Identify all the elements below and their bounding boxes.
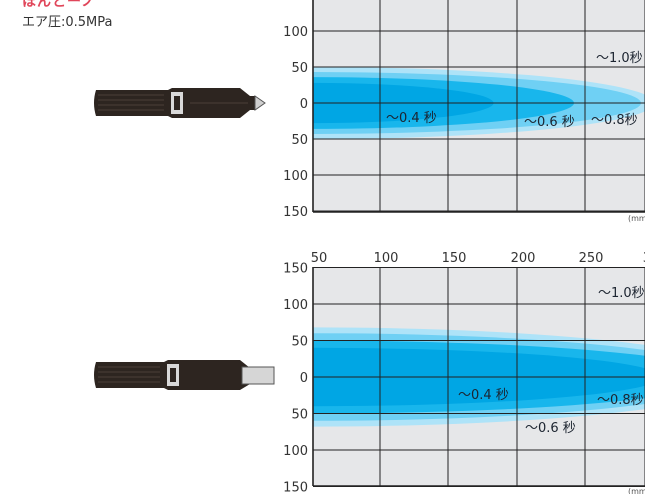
unit-label: (mm) — [628, 214, 645, 223]
y-tick-label: 150 — [283, 262, 308, 277]
x-tick-label: 30 — [643, 251, 645, 266]
y-tick-label: 50 — [291, 61, 308, 76]
y-tick-label: 100 — [283, 444, 308, 459]
zone-label: ～0.6 秒 — [524, 115, 575, 130]
unit-label: (mm — [628, 487, 645, 494]
y-tick-label: 50 — [291, 335, 308, 350]
air-pressure-label: エア圧:0.5MPa — [22, 15, 113, 30]
x-tick-label: 150 — [442, 251, 467, 266]
y-tick-label: 100 — [283, 25, 308, 40]
y-tick-label: 100 — [283, 169, 308, 184]
y-tick-label: 0 — [300, 371, 308, 386]
x-tick-label: 250 — [579, 251, 604, 266]
zone-label: ～0.8秒 — [597, 393, 644, 408]
chart-2: 150100500501001505010015020025030～1.0秒～0… — [283, 251, 645, 494]
flat-nozzle-image — [94, 360, 275, 390]
x-tick-label: 100 — [374, 251, 399, 266]
section-title-fragment: ほんとーノ — [22, 0, 97, 10]
zone-label: ～0.4 秒 — [458, 388, 509, 403]
x-tick-label: 50 — [311, 251, 328, 266]
y-tick-label: 150 — [283, 0, 308, 4]
tapered-nozzle-image — [94, 88, 266, 118]
x-tick-label: 200 — [511, 251, 536, 266]
y-tick-label: 50 — [291, 133, 308, 148]
y-tick-label: 50 — [291, 408, 308, 423]
zone-label: ～0.6 秒 — [525, 421, 576, 436]
y-tick-label: 150 — [283, 481, 308, 494]
y-tick-label: 150 — [283, 205, 308, 220]
y-tick-label: 100 — [283, 298, 308, 313]
zone-label: ～0.4 秒 — [386, 111, 437, 126]
zone-label: ～0.8秒 — [591, 113, 638, 128]
chart-1: 150 100 50 0 50 100 150 ～1.0秒 ～0.8秒 ～0.6 秒 ～0.4 秒 (… — [283, 0, 645, 223]
zone-label: ～1.0秒 — [596, 51, 643, 66]
y-tick-label: 0 — [300, 97, 308, 112]
zone-label: ～1.0秒 — [598, 286, 645, 301]
